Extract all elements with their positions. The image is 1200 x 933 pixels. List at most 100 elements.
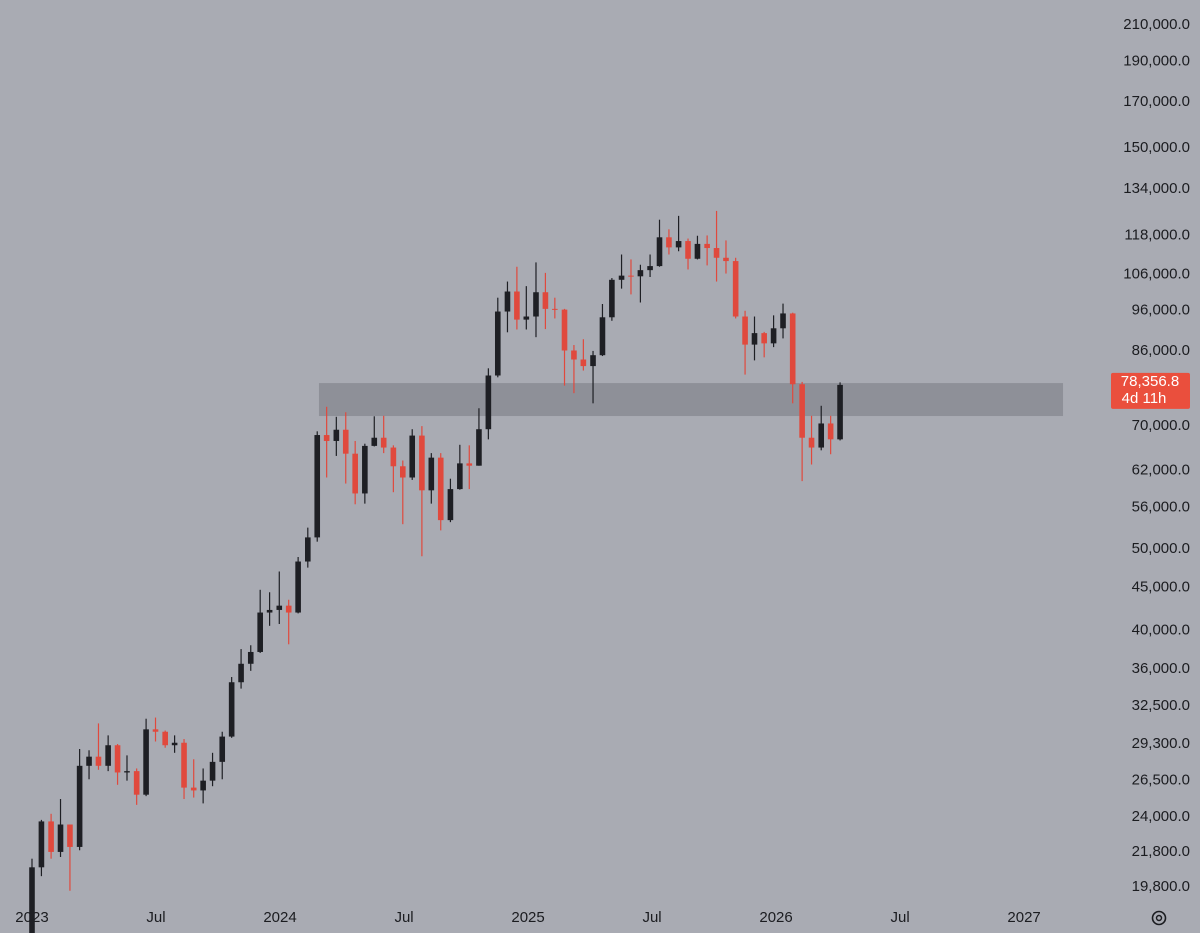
candle-body [713,248,720,258]
candle-body [742,316,748,345]
candle-body [571,350,577,360]
zone [318,383,1064,417]
candle-body [751,333,758,345]
candle-body [124,771,130,773]
y-tick-label: 118,000.0 [1124,226,1190,243]
candle-body [504,291,511,312]
candle-body [247,651,254,664]
candle-body [209,761,216,781]
candle-body [542,292,549,309]
candle-body [685,241,691,259]
y-tick-label: 170,000.0 [1123,93,1190,110]
candle-body [409,435,416,478]
candle-body [694,243,701,259]
candle-body [181,742,187,788]
last-price-label: 78,356.8 [1121,373,1179,390]
candle-body [533,292,539,317]
y-tick-label: 40,000.0 [1132,621,1190,638]
y-tick-label: 21,800.0 [1132,843,1190,860]
candle-body [305,537,311,562]
candle-body [808,437,815,448]
candle-body [827,423,834,440]
candle-body [437,457,444,521]
candle-body [485,375,492,430]
candle-body [780,313,786,329]
settings-hub[interactable] [1155,914,1163,922]
candle-body [580,359,587,367]
candle-body [352,453,358,494]
candle-body [494,311,501,376]
candle-body [732,261,739,317]
y-tick-label: 134,000.0 [1123,180,1190,197]
y-tick-label: 29,300.0 [1132,735,1190,752]
candle-body [380,437,387,448]
x-tick-label: 2026 [759,909,792,926]
candle-body [770,328,777,344]
candle-body [656,237,663,267]
candle-body [323,435,330,441]
candle-body [552,308,558,310]
x-tick-label: Jul [146,909,165,926]
candle-body [514,291,520,320]
candle-body [114,745,121,773]
candle-body [295,561,301,613]
settings-icon[interactable] [1151,910,1167,926]
candle-body [162,731,168,746]
y-tick-label: 19,800.0 [1132,878,1190,895]
candle-body [599,317,606,356]
candle-body [29,867,35,933]
candle-body [618,275,625,280]
candle-body [419,435,425,491]
candle-body [86,756,92,766]
candle-body [371,437,378,446]
y-tick-label: 150,000.0 [1123,139,1190,156]
last-price-box [1111,372,1190,409]
candle-body [428,457,435,491]
candle-body [200,780,206,791]
candle-body [523,316,530,320]
candle-body [466,463,473,466]
candle-body [219,736,226,762]
candle-body [390,447,397,467]
y-tick-label: 210,000.0 [1123,16,1190,33]
y-tick-label: 24,000.0 [1132,808,1190,825]
candle-body [314,435,321,538]
candle-body [133,771,140,795]
candle-body [666,237,672,248]
candle-body [561,309,568,351]
y-tick-label: 96,000.0 [1132,302,1190,319]
candle-body [57,824,64,852]
y-tick-label: 106,000.0 [1123,266,1190,283]
candle-body [95,756,102,766]
candle-body [818,423,825,448]
y-tick-label: 26,500.0 [1132,772,1190,789]
y-tick-label: 70,000.0 [1132,417,1190,434]
x-tick-label: Jul [642,909,661,926]
candle-body [637,270,644,277]
y-tick-label: 56,000.0 [1132,498,1190,515]
candle-body [590,355,596,367]
candle-body [285,605,292,613]
y-tick-label: 50,000.0 [1132,540,1190,557]
candle-body [723,257,729,262]
candle-body [628,275,634,277]
candle-body [190,787,197,791]
y-tick-label: 36,000.0 [1132,660,1190,677]
candle-body [342,429,349,454]
candle-body [143,729,149,795]
y-tick-label: 86,000.0 [1132,342,1190,359]
candle-body [837,384,843,440]
x-tick-label: 2024 [263,909,296,926]
candle-body [761,333,767,344]
x-tick-label: Jul [890,909,909,926]
y-tick-label: 190,000.0 [1123,53,1190,70]
candle-body [266,609,273,613]
y-tick-label: 62,000.0 [1132,461,1190,478]
candle-body [799,384,805,438]
x-tick-label: 2025 [511,909,544,926]
settings-gear[interactable] [1151,910,1167,926]
candle-body [647,266,653,271]
candle-body [704,243,710,249]
